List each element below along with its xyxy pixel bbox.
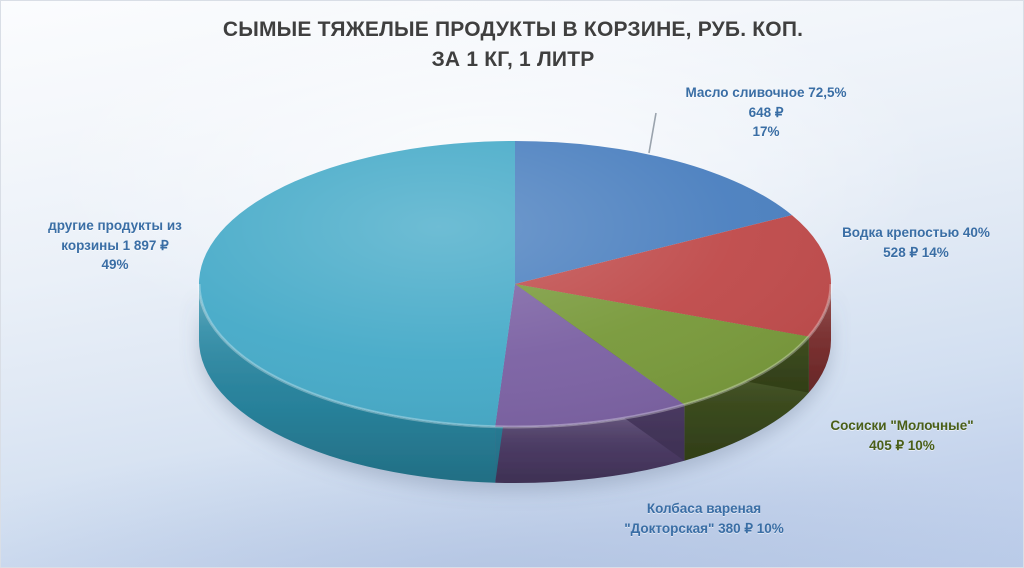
pie-front-rim <box>197 283 833 429</box>
chart-title-line-2: ЗА 1 КГ, 1 ЛИТР <box>431 47 595 71</box>
data-label-sausages: Сосиски "Молочные" 405 ₽ 10% <box>830 418 974 453</box>
data-label-kolbasa: Колбаса вареная "Докторская" 380 ₽ 10% <box>624 501 784 536</box>
data-label-vodka: Водка крепостью 40% 528 ₽ 14% <box>842 225 990 260</box>
pie-top-face <box>199 141 832 428</box>
leader-line-butter <box>648 112 657 154</box>
pie-top-sheen <box>199 141 831 427</box>
chart-title-line-1: СЫМЫЕ ТЯЖЕЛЫЕ ПРОДУКТЫ В КОРЗИНЕ, РУБ. К… <box>222 18 804 41</box>
data-label-butter: Масло сливочное 72,5% 648 ₽ 17% <box>685 85 847 140</box>
pie-slice-wall-sheen <box>808 284 832 393</box>
data-label-other: другие продукты из корзины 1 897 ₽ 49% <box>48 218 182 273</box>
pie-slice-wall-sheen <box>199 284 496 483</box>
chart-title: СЫМЫЕ ТЯЖЕЛЫЕ ПРОДУКТЫ В КОРЗИНЕ, РУБ. К… <box>1 15 1023 75</box>
pie-rim-highlight <box>197 283 833 429</box>
